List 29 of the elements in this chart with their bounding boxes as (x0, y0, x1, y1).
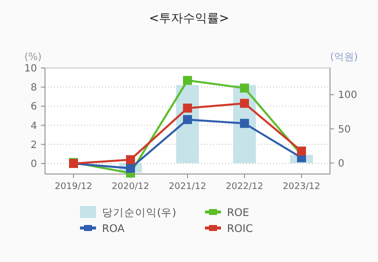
point (183, 115, 192, 124)
point (126, 155, 135, 164)
legend-label: ROE (227, 207, 250, 219)
x-tick-label: 2022/12 (226, 182, 264, 192)
legend-label: 당기순이익(우) (102, 207, 176, 219)
point (297, 146, 306, 156)
x-tick-label: 2023/12 (282, 182, 320, 192)
y-tick-label: 2 (30, 140, 37, 151)
legend-label: ROA (102, 223, 126, 235)
x-tick-label: 2019/12 (54, 182, 92, 192)
y-axis-title: (%) (24, 52, 42, 63)
y-tick-label: 4 (30, 120, 37, 132)
y2-tick-label: 50 (338, 124, 351, 136)
point (183, 76, 192, 85)
point (240, 118, 249, 128)
legend-label: ROIC (227, 223, 253, 235)
point (240, 98, 249, 108)
point (240, 84, 249, 93)
point (183, 104, 192, 113)
y2-tick-label: 100 (338, 90, 358, 102)
x-tick-label: 2021/12 (168, 182, 206, 192)
x-tick-label: 2020/12 (112, 182, 150, 192)
y-tick-label: 8 (30, 82, 37, 94)
y-tick-label: 0 (30, 158, 37, 170)
y2-axis-title: (억원) (330, 52, 358, 63)
y-tick-label: 6 (30, 102, 37, 113)
chart-title: <투자수익률> (148, 11, 230, 25)
y-tick-label: 10 (24, 64, 37, 74)
y2-tick-label: 0 (338, 158, 344, 170)
